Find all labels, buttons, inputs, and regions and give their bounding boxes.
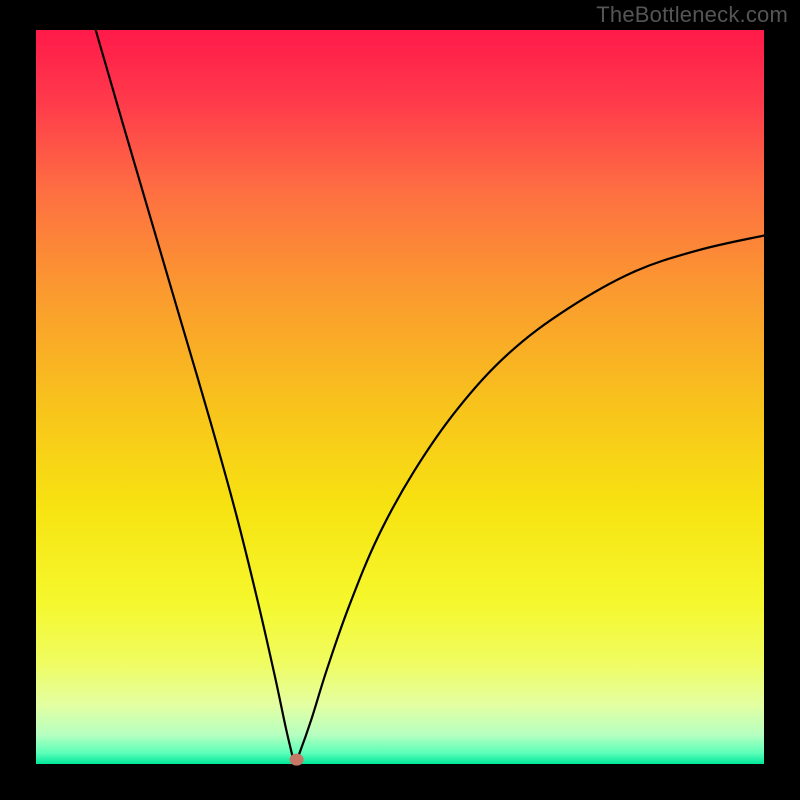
watermark-text: TheBottleneck.com [596,2,788,28]
chart-container: TheBottleneck.com [0,0,800,800]
minimum-marker [290,754,304,766]
plot-area [36,30,764,764]
chart-svg [0,0,800,800]
